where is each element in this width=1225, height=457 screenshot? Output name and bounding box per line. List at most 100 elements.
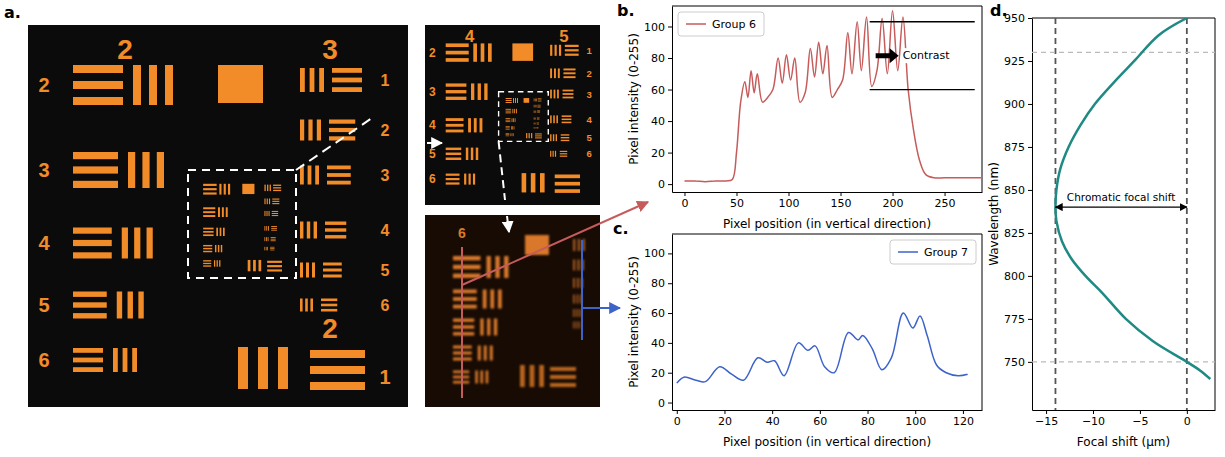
image-background [28, 25, 408, 407]
tick-mark [668, 403, 672, 404]
tick: 0 [658, 178, 672, 191]
bar-pattern [506, 121, 511, 123]
bar-pattern [300, 166, 304, 185]
bar-pattern [513, 118, 515, 122]
tick-label: 100 [905, 415, 926, 428]
tick-mark [1028, 61, 1032, 62]
bar-pattern [537, 123, 539, 124]
bar-pattern [561, 137, 570, 138]
bar-pattern [514, 118, 516, 122]
bar-pattern [73, 166, 118, 173]
bar-pattern [300, 263, 303, 278]
tick: 80 [651, 52, 672, 65]
bar-pattern [446, 153, 462, 155]
bar-pattern [73, 252, 112, 258]
bar-pattern [157, 152, 164, 188]
bar-pattern [535, 123, 536, 125]
bar-pattern [203, 184, 217, 186]
target-inset: 6 [425, 215, 600, 407]
bar-pattern [203, 228, 213, 230]
bar-pattern [556, 115, 558, 123]
bar-pattern [536, 127, 538, 128]
tick-label: 0 [658, 397, 665, 410]
tick-label: 150 [831, 197, 852, 210]
bar-pattern [203, 231, 213, 233]
tick-label: 825 [1004, 227, 1025, 240]
bar-pattern [537, 118, 540, 119]
bar-pattern [271, 226, 277, 228]
tick-label: 40 [651, 337, 665, 350]
tick-label: 800 [1004, 270, 1025, 283]
bar-pattern [203, 207, 215, 209]
bar-pattern [308, 166, 312, 185]
target-label: 2 [381, 122, 390, 139]
image-background [425, 25, 600, 205]
bar-pattern [555, 45, 557, 56]
tick-mark [668, 153, 672, 154]
bar-pattern [537, 122, 539, 123]
bar-pattern [446, 148, 462, 150]
tick-label: 900 [1004, 98, 1025, 111]
bar-pattern [473, 43, 477, 61]
tick-mark [668, 121, 672, 122]
bar-pattern [506, 118, 511, 120]
bar-pattern [258, 347, 268, 389]
bar-pattern [553, 134, 554, 141]
tick-mark [724, 410, 725, 414]
tick: 20 [718, 410, 732, 428]
bar-pattern [219, 260, 220, 266]
bar-pattern [535, 133, 542, 135]
bar-pattern [259, 260, 262, 271]
bar-pattern [573, 295, 575, 304]
bar-pattern [478, 83, 481, 100]
bar-pattern [562, 115, 572, 117]
bar-pattern [534, 111, 535, 113]
bar-pattern [228, 184, 230, 195]
bar-pattern [73, 65, 123, 73]
target-label: 2 [322, 313, 338, 344]
tick-mark [1028, 319, 1032, 320]
target-label: 4 [429, 118, 436, 132]
target-label: 3 [38, 159, 49, 181]
bar-pattern [446, 124, 464, 127]
tick-mark [1140, 410, 1141, 414]
bar-pattern [273, 190, 281, 191]
square-pattern [218, 65, 263, 103]
legend-label: Group 7 [924, 246, 968, 259]
bar-pattern [529, 133, 530, 138]
bar-pattern [453, 332, 474, 335]
bar-pattern [317, 120, 321, 141]
bar-pattern [516, 98, 518, 103]
bar-pattern [446, 58, 469, 62]
bar-pattern [558, 68, 560, 78]
tick-label: 750 [1004, 356, 1025, 369]
target-label: 3 [322, 34, 338, 65]
bar-pattern [562, 119, 572, 121]
tick-mark [1093, 410, 1094, 414]
bar-pattern [535, 105, 537, 108]
target-label: 4 [587, 114, 593, 125]
bar-pattern [560, 153, 567, 154]
tick-mark [668, 26, 672, 27]
bar-pattern [515, 109, 517, 113]
bar-pattern [480, 319, 483, 336]
bar-pattern [554, 68, 556, 78]
bar-pattern [446, 90, 467, 93]
tick: 850 [1004, 184, 1032, 197]
bar-pattern [563, 97, 574, 99]
bar-pattern [486, 371, 489, 384]
bar-pattern [550, 68, 552, 78]
tick-mark [668, 313, 672, 314]
bar-pattern [533, 117, 534, 119]
bar-pattern [520, 365, 525, 387]
bar-pattern [73, 302, 107, 307]
bar-pattern [510, 133, 512, 136]
bar-pattern [554, 90, 556, 99]
bar-pattern [573, 322, 574, 329]
tick: 100 [644, 247, 672, 260]
tick-label: 20 [718, 415, 732, 428]
bar-pattern [506, 102, 512, 104]
bar-pattern [321, 299, 337, 302]
bar-pattern [270, 249, 274, 251]
bar-pattern [469, 174, 471, 185]
